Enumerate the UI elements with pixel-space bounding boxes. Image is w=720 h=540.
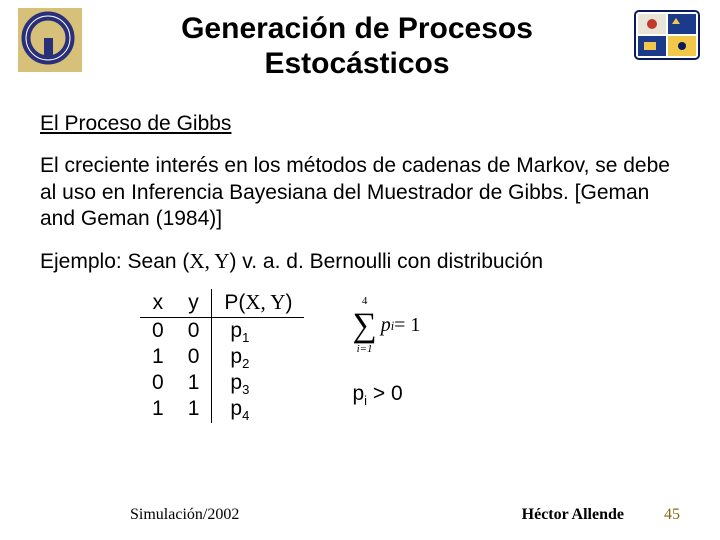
slide-footer: Simulación/2002 Héctor Allende 45 bbox=[0, 506, 720, 524]
table-row: 0 1 p3 bbox=[140, 370, 304, 396]
distribution-table: x y P(X, Y) 0 0 p1 1 0 p2 bbox=[140, 289, 304, 422]
example-prefix: Ejemplo: Sean ( bbox=[40, 250, 189, 273]
table-row: 1 0 p2 bbox=[140, 344, 304, 370]
example-suffix: ) v. a. d. Bernoulli con distribución bbox=[229, 250, 543, 273]
footer-course: Simulación/2002 bbox=[130, 506, 522, 524]
title-line-1: Generación de Procesos bbox=[181, 12, 533, 45]
example-line: Ejemplo: Sean (X, Y) v. a. d. Bernoulli … bbox=[40, 248, 680, 275]
table-row: 0 0 p1 bbox=[140, 317, 304, 344]
slide-title: Generación de Procesos Estocásticos bbox=[82, 8, 632, 81]
title-line-2: Estocásticos bbox=[264, 47, 449, 80]
col-y: y bbox=[176, 289, 212, 317]
section-subtitle: El Proceso de Gibbs bbox=[40, 111, 680, 137]
example-vars: X, Y bbox=[189, 249, 229, 273]
logo-right-icon bbox=[632, 8, 702, 66]
col-p: P(X, Y) bbox=[212, 289, 305, 317]
footer-author: Héctor Allende bbox=[522, 506, 624, 524]
logo-left-icon bbox=[18, 8, 82, 72]
intro-paragraph: El creciente interés en los métodos de c… bbox=[40, 153, 680, 232]
constraint-text: pi > 0 bbox=[352, 381, 420, 407]
sum-formula: ∑4i=1 pi = 1 bbox=[352, 305, 420, 348]
table-row: 1 1 p4 bbox=[140, 396, 304, 422]
col-x: x bbox=[140, 289, 176, 317]
footer-page-number: 45 bbox=[664, 506, 680, 524]
